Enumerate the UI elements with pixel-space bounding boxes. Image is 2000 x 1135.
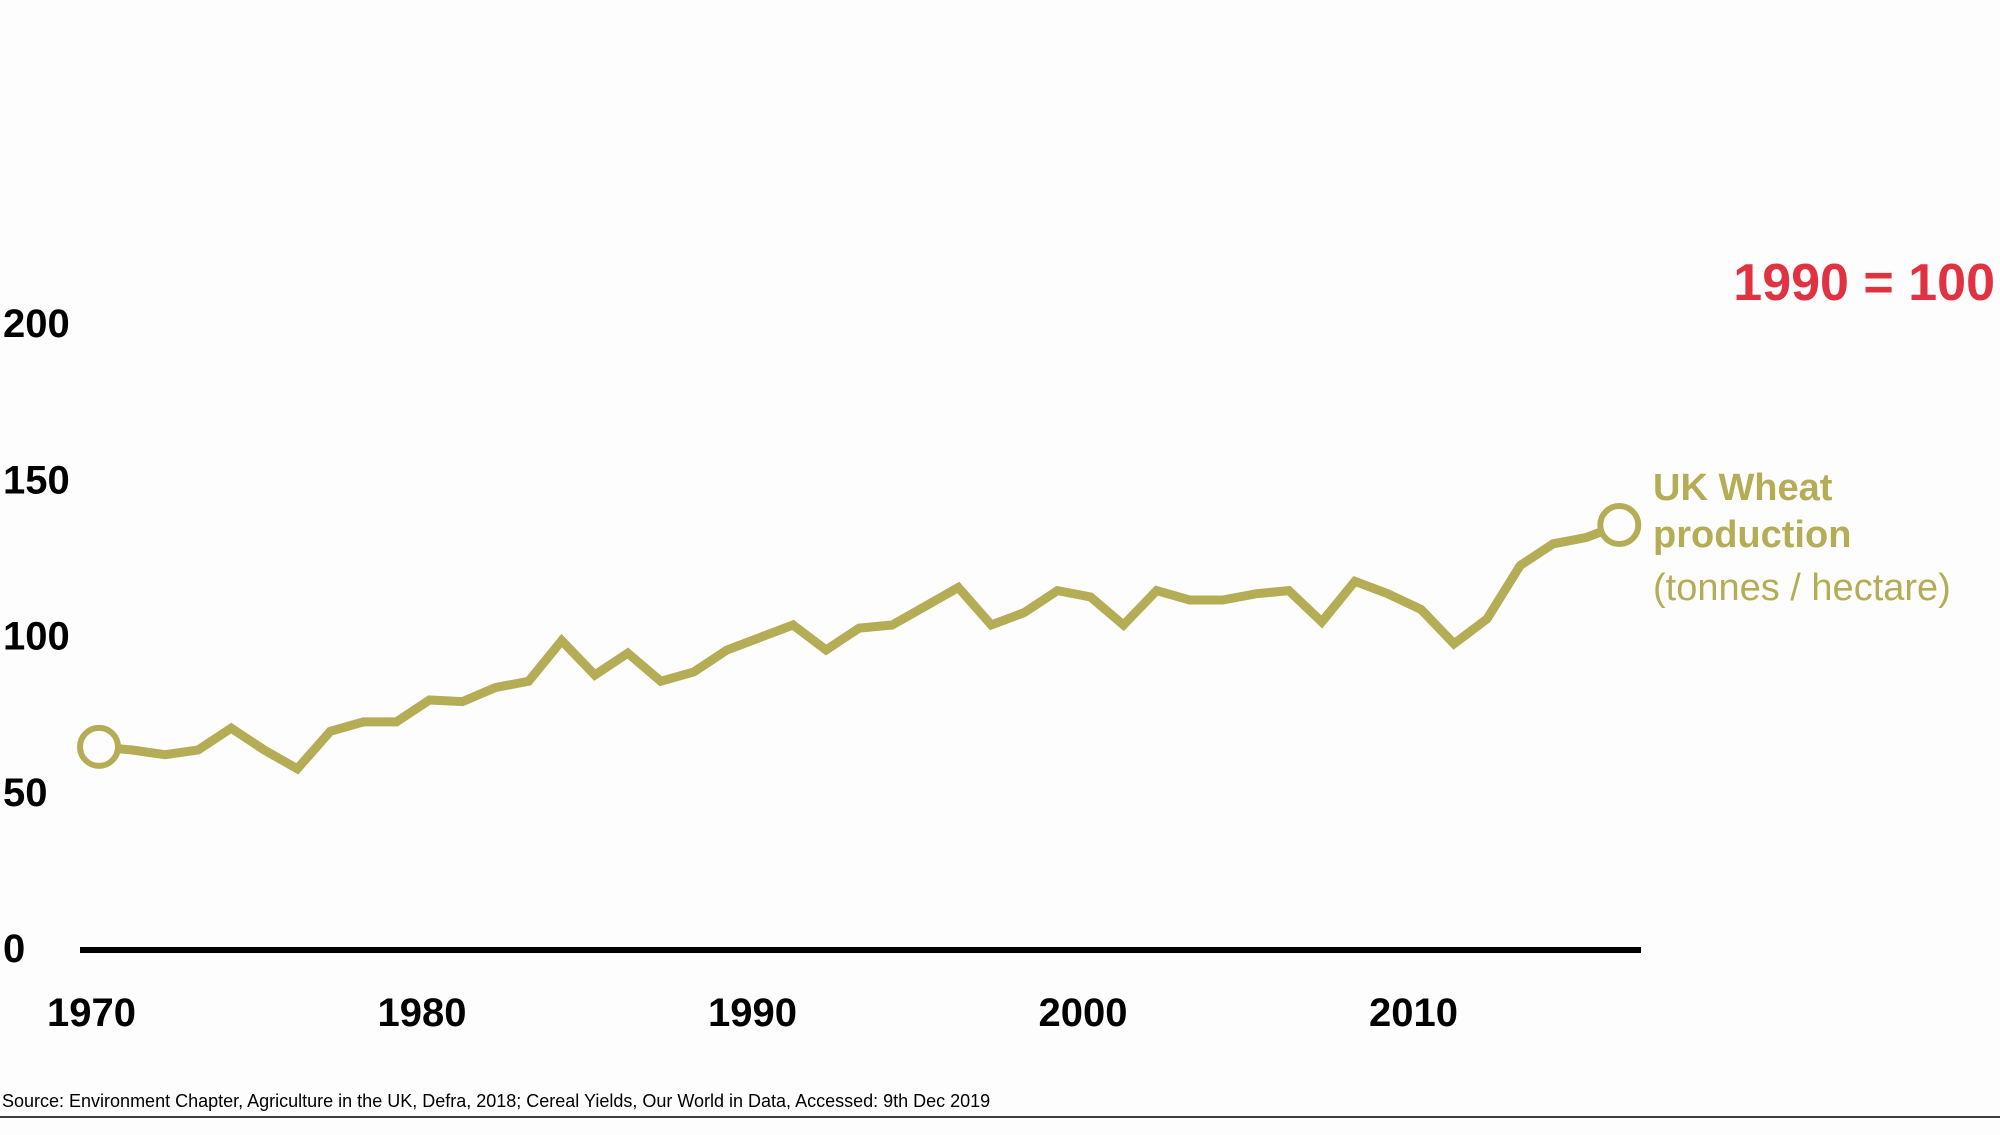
series-label-line-3: (tonnes / hectare)	[1653, 567, 1951, 609]
series-markers	[77, 503, 1642, 769]
source-note: Source: Environment Chapter, Agriculture…	[2, 1091, 990, 1111]
x-tick-label: 1990	[708, 991, 797, 1035]
series-line-uk-wheat	[98, 520, 1621, 775]
x-axis-ticks: 1970 1980 1990 2000 2010	[47, 991, 1458, 1035]
series-marker-start	[77, 724, 121, 769]
y-tick-label: 50	[3, 771, 48, 815]
y-tick-label: 150	[3, 458, 70, 502]
x-tick-label: 1970	[47, 991, 136, 1035]
y-tick-label: 100	[3, 615, 70, 659]
series-label-line-2: production	[1653, 514, 1851, 556]
index-note: 1990 = 100	[1733, 254, 1995, 312]
y-tick-label: 0	[3, 927, 25, 971]
x-tick-label: 2000	[1039, 991, 1128, 1035]
series-marker-end	[1597, 503, 1642, 547]
x-tick-label: 1980	[378, 991, 467, 1035]
y-tick-label: 200	[3, 302, 70, 346]
x-tick-label: 2010	[1369, 991, 1458, 1035]
series-label: UK Wheat production (tonnes / hectare)	[1653, 467, 1951, 609]
series-label-line-1: UK Wheat	[1653, 467, 1833, 509]
y-axis-ticks: 0 50 100 150 200	[3, 302, 70, 971]
